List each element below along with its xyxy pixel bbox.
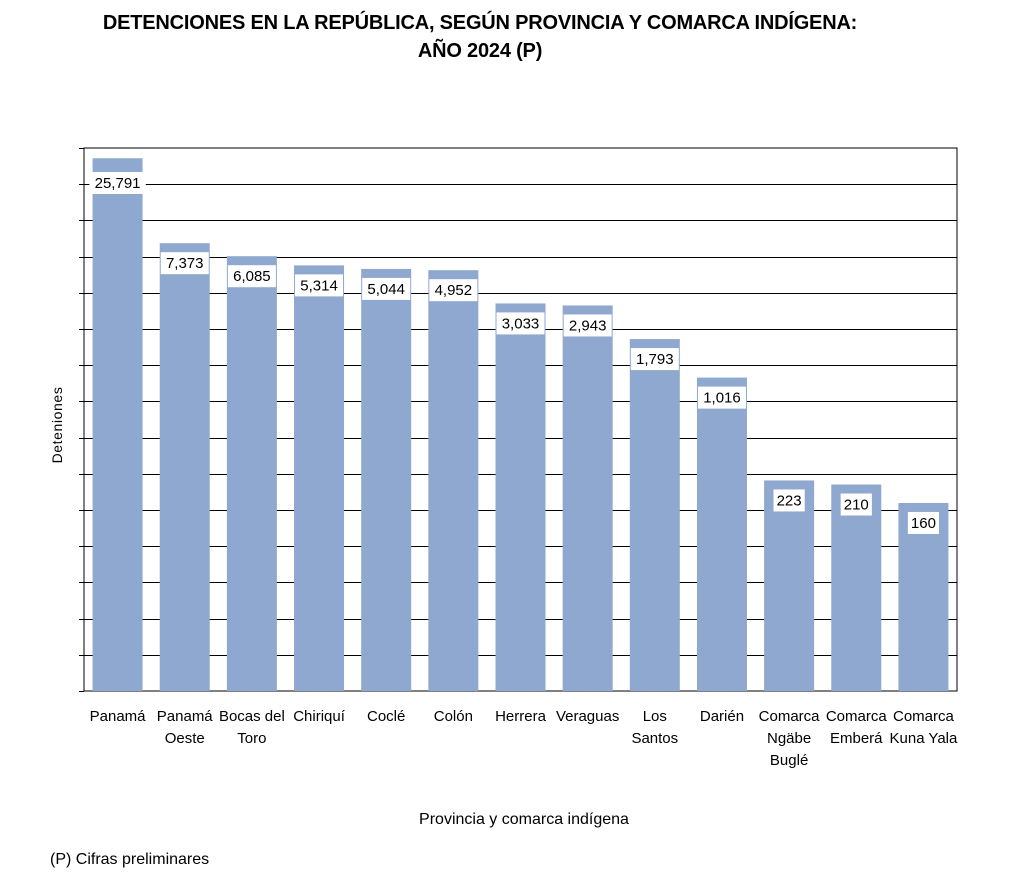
data-label-box <box>496 312 545 335</box>
category-label: Colón <box>434 708 473 725</box>
data-label-box <box>362 277 411 300</box>
data-label-box <box>840 493 872 516</box>
data-label-box <box>773 489 805 512</box>
category-label: Darién <box>700 708 744 725</box>
data-label-box <box>429 279 478 302</box>
chart-title: DETENCIONES EN LA REPÚBLICA, SEGÚN PROVI… <box>102 12 858 34</box>
bar <box>562 305 613 691</box>
data-label: 1,793 <box>636 351 674 368</box>
bar <box>428 270 479 691</box>
bar <box>495 303 546 691</box>
bar <box>831 484 882 691</box>
category-label: Herrera <box>495 708 547 725</box>
bar <box>696 377 747 691</box>
bar <box>92 158 143 691</box>
footnote: (P) Cifras preliminares <box>50 851 210 868</box>
category-label: Comarca Kuna Yala <box>890 708 958 747</box>
data-label-box <box>563 314 612 337</box>
bar <box>629 339 680 691</box>
bar <box>764 480 815 691</box>
chart-subtitle: AÑO 2024 (P) <box>417 40 543 62</box>
bar <box>294 265 345 691</box>
data-label: 223 <box>777 492 802 509</box>
data-label: 5,314 <box>300 277 338 294</box>
category-label: Bocas del Toro <box>219 708 285 747</box>
data-label: 5,044 <box>367 281 405 298</box>
data-label-box <box>630 348 679 371</box>
data-label-box <box>697 386 746 409</box>
data-label-box <box>89 172 146 194</box>
data-label-box <box>227 265 276 288</box>
data-label-box <box>160 252 209 275</box>
data-label: 160 <box>911 515 936 532</box>
data-label: 3,033 <box>502 315 540 332</box>
x-axis-label: Provincia y comarca indígena <box>419 811 629 828</box>
data-label: 4,952 <box>435 282 473 299</box>
bar <box>898 502 949 691</box>
category-label: Panamá <box>90 708 147 725</box>
category-label: Veraguas <box>556 708 619 725</box>
data-label: 7,373 <box>166 255 204 272</box>
data-label: 210 <box>844 497 869 514</box>
category-label: Chiriquí <box>293 708 346 725</box>
data-label: 6,085 <box>233 268 271 285</box>
data-label: 25,791 <box>95 175 141 192</box>
category-label: Comarca Ngäbe Buglé <box>759 708 821 769</box>
bar <box>226 256 277 691</box>
bar <box>361 268 412 691</box>
category-label: Comarca Emberá <box>826 708 888 747</box>
data-label-box <box>295 274 344 297</box>
category-label: Los Santos <box>631 708 678 747</box>
category-label: Panamá Oeste <box>157 708 214 747</box>
y-axis-label: Deteniones <box>49 386 65 464</box>
data-label: 1,016 <box>703 390 741 407</box>
data-label: 2,943 <box>569 317 607 334</box>
category-label: Coclé <box>367 708 405 725</box>
data-label-box <box>907 511 940 534</box>
bar <box>159 243 210 691</box>
